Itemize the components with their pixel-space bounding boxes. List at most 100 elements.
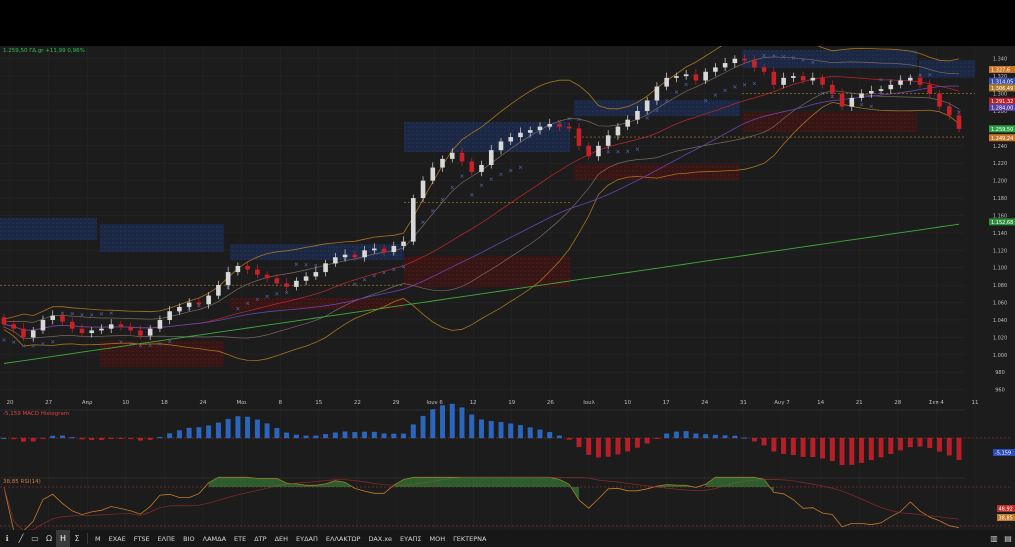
x-tick-label: Σεπ 4 bbox=[929, 400, 945, 406]
macd-bar bbox=[615, 437, 621, 455]
hold-icon[interactable]: H bbox=[56, 530, 70, 547]
rectangle-icon[interactable]: ▭ bbox=[31, 534, 39, 543]
candle-body bbox=[927, 84, 933, 94]
zone-box bbox=[404, 256, 570, 287]
candle-body bbox=[108, 324, 114, 329]
macd-badge-label: -5,159 bbox=[995, 451, 1011, 457]
omega-icon[interactable]: Ω bbox=[45, 534, 53, 543]
sar-mark bbox=[489, 177, 493, 181]
sar-mark bbox=[470, 193, 474, 197]
candle-body bbox=[362, 250, 367, 258]
price-badge-label: 1.284,00 bbox=[991, 105, 1013, 111]
candle-body bbox=[683, 74, 689, 77]
layout-icon[interactable]: ▤ bbox=[1004, 534, 1012, 543]
x-tick-label: 17 bbox=[663, 400, 670, 406]
candle-body bbox=[820, 77, 825, 85]
candle-body bbox=[352, 254, 358, 258]
x-tick-label: 22 bbox=[354, 400, 361, 406]
macd-bar bbox=[907, 437, 913, 448]
macd-bar bbox=[89, 437, 95, 440]
rsi-overbought-fill bbox=[315, 483, 326, 487]
symbol-8[interactable]: ΔΕΗ bbox=[274, 534, 289, 543]
candle-body bbox=[937, 93, 942, 107]
macd-bar bbox=[469, 414, 475, 439]
price-badge-label: 1.152,68 bbox=[991, 220, 1013, 226]
toolbar-separator bbox=[87, 533, 88, 544]
chart-panel[interactable]: 1.3401.3201.3001.2801.2601.2401.2201.200… bbox=[0, 26, 1015, 532]
sar-mark bbox=[70, 311, 74, 316]
macd-label: -5,159 MACD Histogram bbox=[3, 411, 69, 417]
symbol-5[interactable]: ΛΑΜΔΑ bbox=[202, 534, 227, 543]
rsi-overbought-fill bbox=[549, 477, 560, 487]
macd-bar bbox=[235, 416, 241, 439]
y-tick-label: 1.000 bbox=[993, 353, 1007, 359]
macd-bar bbox=[391, 433, 397, 439]
price-badge-label: 1.259,50 bbox=[991, 127, 1013, 133]
symbol-10[interactable]: ΕΛΛΑΚΤΩΡ bbox=[325, 534, 361, 543]
draw-line-icon[interactable]: ╱ bbox=[18, 534, 24, 543]
macd-bar bbox=[849, 437, 855, 465]
symbol-2[interactable]: FTSE bbox=[133, 534, 150, 543]
macd-bar bbox=[859, 437, 865, 463]
sar-mark bbox=[616, 150, 620, 154]
rsi-overbought-fill bbox=[764, 479, 774, 493]
y-tick-label: 1.180 bbox=[993, 196, 1007, 202]
sar-mark bbox=[265, 294, 269, 299]
zone-box bbox=[230, 298, 404, 310]
candle-body bbox=[313, 272, 319, 277]
sigma-icon[interactable]: Σ bbox=[74, 534, 80, 543]
symbol-12[interactable]: ΕΥΑΠΣ bbox=[399, 534, 422, 543]
macd-bar bbox=[654, 437, 660, 439]
candle-body bbox=[888, 84, 894, 90]
rsi-pane: 48,92 38,85 bbox=[0, 476, 1015, 532]
symbol-1[interactable]: ΕΧΑΕ bbox=[108, 534, 126, 543]
candle-body bbox=[177, 306, 182, 312]
candle-body bbox=[644, 100, 650, 111]
symbol-6[interactable]: ΕΤΕ bbox=[234, 534, 247, 543]
y-tick-label: 1.040 bbox=[993, 318, 1007, 324]
x-tick-label: 10 bbox=[122, 400, 129, 406]
price-badge bbox=[989, 84, 1015, 92]
symbol-4[interactable]: ΒΙΟ bbox=[183, 534, 195, 543]
symbol-7[interactable]: ΔΤΡ bbox=[254, 534, 267, 543]
candle-body bbox=[333, 257, 338, 264]
chart-canvas[interactable]: 1.3401.3201.3001.2801.2601.2401.2201.200… bbox=[0, 26, 1015, 532]
symbol-0[interactable]: M bbox=[95, 534, 101, 543]
symbol-13[interactable]: ΜΟΗ bbox=[429, 534, 446, 543]
y-tick-label: 1.120 bbox=[993, 248, 1007, 254]
candle-body bbox=[956, 115, 962, 129]
macd-bar bbox=[167, 433, 173, 439]
symbol-14[interactable]: ΓΕΚΤΕΡΝΑ bbox=[453, 534, 487, 543]
macd-bar bbox=[284, 432, 290, 439]
rsi-overbought-fill bbox=[267, 478, 277, 487]
candle-body bbox=[722, 63, 728, 68]
macd-bar bbox=[800, 437, 806, 457]
zone-box bbox=[919, 60, 975, 78]
x-tick-label: 27 bbox=[45, 400, 52, 406]
rsi-overbought-fill bbox=[393, 479, 404, 487]
sar-mark bbox=[928, 72, 932, 77]
candle-body bbox=[89, 330, 95, 334]
sar-mark bbox=[80, 313, 84, 317]
info-icon[interactable]: ℹ bbox=[5, 534, 9, 543]
candle-body bbox=[1, 317, 7, 325]
symbol-3[interactable]: ΕΛΠΕ bbox=[157, 534, 176, 543]
sar-mark bbox=[781, 55, 786, 59]
candle-body bbox=[849, 97, 855, 107]
candle-body bbox=[703, 71, 708, 81]
rsi-overbought-fill bbox=[481, 477, 492, 487]
chart-type-icon[interactable]: ▥ bbox=[990, 534, 998, 543]
toolbar-right: ▥ ▤ bbox=[987, 530, 1015, 547]
symbol-11[interactable]: DAX.xe bbox=[368, 534, 392, 543]
macd-bar bbox=[888, 437, 894, 454]
macd-bar bbox=[586, 437, 592, 455]
macd-pane: -5,159 bbox=[0, 403, 1015, 466]
macd-bar bbox=[664, 433, 670, 439]
candle-body bbox=[596, 145, 601, 157]
symbol-9[interactable]: ΕΥΔΑΠ bbox=[296, 534, 318, 543]
candlestick-series bbox=[1, 54, 962, 342]
rsi-overbought-fill bbox=[325, 480, 336, 487]
candle-body bbox=[449, 152, 455, 159]
macd-bar bbox=[625, 437, 631, 452]
sar-mark bbox=[606, 150, 610, 154]
